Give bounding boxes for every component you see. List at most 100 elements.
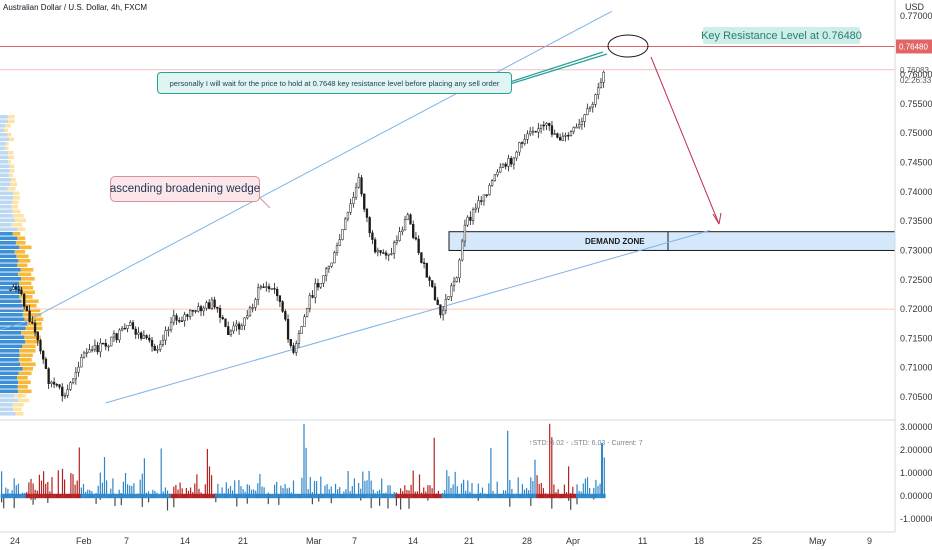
candle-body xyxy=(232,325,235,332)
oscillator-negative-bar xyxy=(570,496,572,510)
oscillator-bar xyxy=(164,487,166,496)
candle-body xyxy=(558,137,562,141)
oscillator-bar xyxy=(467,480,469,496)
oscillator-baseline-dot xyxy=(416,493,419,499)
oscillator-baseline-dot xyxy=(76,493,79,499)
candle-body xyxy=(42,350,45,360)
wedge-upper-extension xyxy=(0,322,25,331)
oscillator-legend-text: ↑STD: 6.02 - ↓STD: 6.03 - Current: 7 xyxy=(529,440,643,447)
oscillator-bar xyxy=(528,490,530,496)
oscillator-bar xyxy=(521,484,523,496)
candle-body xyxy=(537,128,540,133)
time-axis-label: 24 xyxy=(10,536,20,546)
candles xyxy=(9,70,605,402)
drawings[interactable] xyxy=(257,34,722,225)
candle-body xyxy=(325,268,328,276)
oscillator-baseline-dot xyxy=(521,493,524,499)
key-level-badge[interactable] xyxy=(896,39,932,54)
broadening-wedge[interactable] xyxy=(0,10,710,404)
oscillator-negative-bar xyxy=(408,496,410,509)
oscillator-baseline-dot xyxy=(46,493,50,499)
oscillator-bar xyxy=(253,489,255,496)
oscillator-negative-bar xyxy=(3,496,5,509)
oscillator-baseline-dot xyxy=(294,493,297,499)
key-resistance-callout[interactable]: Key Resistance Level at 0.76480 xyxy=(701,27,862,44)
oscillator-baseline-dot xyxy=(112,493,115,499)
oscillator-baseline-dot xyxy=(275,493,278,499)
oscillator-bar xyxy=(584,478,586,496)
oscillator-bar xyxy=(414,491,416,496)
wedge-upper-line[interactable] xyxy=(23,10,613,324)
oscillator-baseline-dot xyxy=(448,493,451,499)
oscillator-baseline-dot xyxy=(364,493,367,499)
oscillator-bar xyxy=(162,491,164,496)
oscillator-bar xyxy=(225,482,227,496)
oscillator-baseline-dot xyxy=(538,493,541,499)
candle-body xyxy=(363,193,366,210)
volume-profile-bar xyxy=(0,281,20,286)
wedge-label-callout[interactable]: ascending broadening wedge xyxy=(110,176,260,202)
oscillator-baseline-dot xyxy=(374,493,377,499)
oscillator-tick-label: 2.00000 xyxy=(900,445,932,455)
oscillator-baseline-dot xyxy=(59,493,62,499)
oscillator-baseline-dot xyxy=(368,493,371,499)
oscillator-negative-bar xyxy=(427,496,429,501)
wait-note-connector xyxy=(509,53,608,85)
candle-body xyxy=(352,196,355,204)
candle-body xyxy=(169,321,173,331)
candle-body xyxy=(338,239,341,246)
projection-arrow-line[interactable] xyxy=(650,56,720,225)
oscillator-legend: ↑STD: 6.02 - ↓STD: 6.03 - Current: 7 xyxy=(529,432,643,450)
oscillator-baseline-dot xyxy=(51,493,54,499)
oscillator-baseline-dot xyxy=(88,493,92,499)
oscillator-bar xyxy=(534,459,536,496)
candle-body xyxy=(341,229,344,240)
wait-note-callout[interactable]: personally I will wait for the price to … xyxy=(157,72,512,94)
oscillator-baseline-dot xyxy=(57,493,60,499)
oscillator-bar xyxy=(349,491,351,496)
oscillator-baseline-dot xyxy=(567,493,570,499)
volume-profile-bar xyxy=(0,389,19,394)
time-axis[interactable]: 24 Feb 7 14 21 Mar 7 14 21 28 Apr 11 18 25 May 9 xyxy=(10,536,872,546)
volume-profile-bar xyxy=(0,403,13,407)
candle-body xyxy=(575,126,578,129)
oscillator-bar xyxy=(557,489,559,496)
wedge-lower-line[interactable] xyxy=(105,230,710,404)
candle-body xyxy=(77,366,80,373)
volume-profile-bar xyxy=(0,376,18,380)
volume-profile-bar xyxy=(0,362,21,367)
oscillator-current-bar[interactable] xyxy=(601,443,603,496)
oscillator-negative-bar xyxy=(120,496,122,506)
candle-body xyxy=(237,323,241,330)
oscillator-baseline-dot xyxy=(164,493,167,499)
oscillator-pane[interactable] xyxy=(0,423,606,511)
main-pane[interactable] xyxy=(0,0,895,420)
volume-profile-bar xyxy=(17,236,26,241)
oscillator-baseline-dot xyxy=(559,493,562,499)
oscillator-baseline-dot xyxy=(193,493,197,499)
volume-profile-bar xyxy=(0,331,22,335)
key-level-circle[interactable] xyxy=(607,34,649,58)
oscillator-bar xyxy=(292,480,295,496)
volume-profile-bar xyxy=(12,214,24,218)
candle-body xyxy=(129,322,132,326)
candle-body xyxy=(373,239,377,253)
oscillator-bar xyxy=(448,476,450,496)
candle-body xyxy=(178,320,181,322)
price-axis[interactable]: 0.770000.765000.760000.755000.750000.745… xyxy=(896,11,932,402)
oscillator-bar xyxy=(379,489,381,496)
oscillator-baseline-dot xyxy=(303,493,306,499)
oscillator-baseline-dot xyxy=(590,493,593,499)
candle-body xyxy=(578,124,581,128)
price-tick-label: 0.74000 xyxy=(900,187,932,197)
candle-body xyxy=(515,151,518,159)
oscillator-baseline-dot xyxy=(508,493,512,499)
oscillator-bar xyxy=(603,457,605,496)
candle-body xyxy=(477,200,480,209)
candle-body xyxy=(85,352,88,354)
time-axis-label: Apr xyxy=(566,536,580,546)
candle-body xyxy=(188,310,192,317)
volume-profile-bar xyxy=(0,142,6,146)
oscillator-baseline-dot xyxy=(504,493,507,499)
